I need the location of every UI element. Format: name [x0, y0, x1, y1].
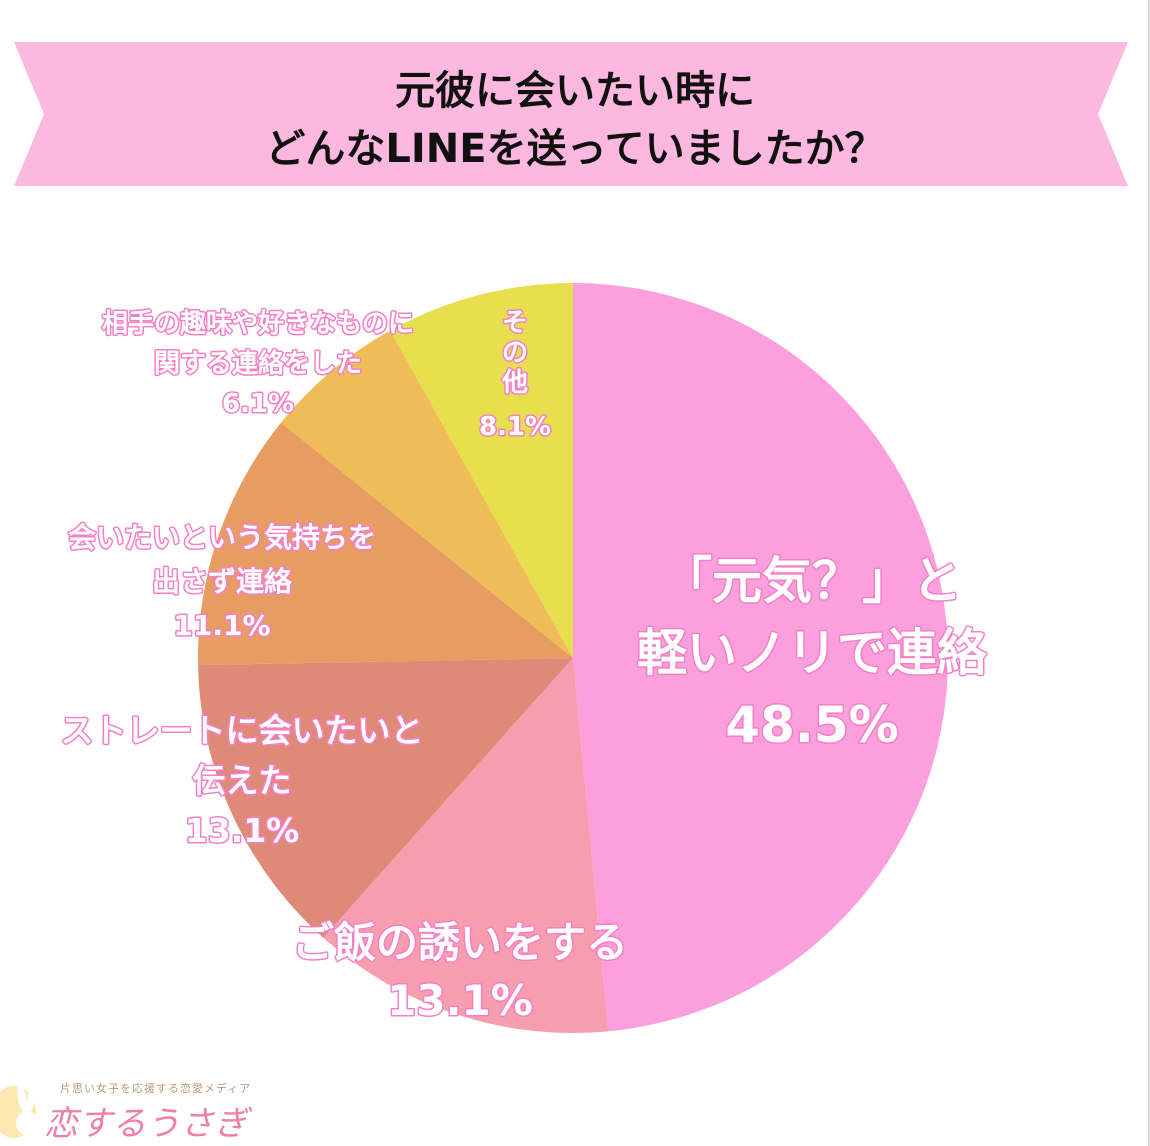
slice-label-line: ご飯の誘いをする	[292, 918, 628, 967]
pie-slice-sonota	[390, 283, 573, 658]
slice-label-line: 相手の趣味や好きなものに	[102, 309, 414, 339]
slice-value-gohan: 13.1%	[387, 976, 533, 1025]
pie-labels: 「元気？」と軽いノリで連絡48.5%ご飯の誘いをする13.1%ストレートに会いた…	[59, 307, 990, 1027]
slice-label-line: の	[502, 338, 528, 368]
slice-label-line: ストレートに会いたいと	[61, 711, 424, 750]
pie-chart: 「元気？」と軽いノリで連絡48.5%ご飯の誘いをする13.1%ストレートに会いた…	[59, 283, 990, 1034]
brand-logo: 片思い女子を応援する恋愛メディア 恋するうさぎ	[0, 1068, 300, 1146]
chart-title: 元彼に会いたい時に どんなLINEを送っていましたか？	[230, 62, 920, 178]
title-banner	[14, 42, 1128, 186]
slice-label-line: 他	[501, 368, 528, 398]
slice-label-gohan: ご飯の誘いをする 13.1%	[290, 917, 629, 1027]
slice-label-line: 伝えた	[193, 761, 292, 800]
pie-slice-gohan	[323, 658, 609, 1034]
slice-label-line: そ	[502, 308, 528, 338]
right-edge-line	[1148, 0, 1150, 1146]
slice-value-dasazu: 11.1%	[173, 609, 270, 642]
slice-label-line: 「元気？」と	[662, 552, 962, 610]
slice-value-genki: 48.5%	[725, 696, 898, 754]
pie-slices	[198, 283, 949, 1034]
slice-label-line: 出さず連絡	[152, 565, 293, 598]
chart-title-line-1: 元彼に会いたい時に	[395, 68, 755, 114]
slice-value-straight: 13.1%	[185, 811, 300, 850]
rabbit-icon	[0, 1084, 38, 1138]
pie-slice-shumi	[281, 330, 573, 658]
brand-tagline: 片思い女子を応援する恋愛メディア	[60, 1082, 252, 1095]
slice-label-line: 会いたいという気持ちを	[68, 521, 376, 554]
slice-label-line: 軽いノリで連絡	[637, 624, 988, 682]
pie-slice-dasazu	[198, 422, 574, 666]
chart-title-line-2: どんなLINEを送っていましたか？	[265, 126, 885, 172]
slice-label-line: 関する連絡をした	[154, 348, 362, 379]
slice-value-sonota: 8.1%	[479, 412, 551, 442]
pie-slice-straight	[198, 658, 573, 938]
brand-name: 恋するうさぎ	[44, 1104, 248, 1144]
slice-value-shumi: 6.1%	[222, 389, 294, 419]
pie-slice-genki	[573, 283, 949, 1032]
slice-label-sonota: その他 8.1%	[477, 307, 552, 444]
